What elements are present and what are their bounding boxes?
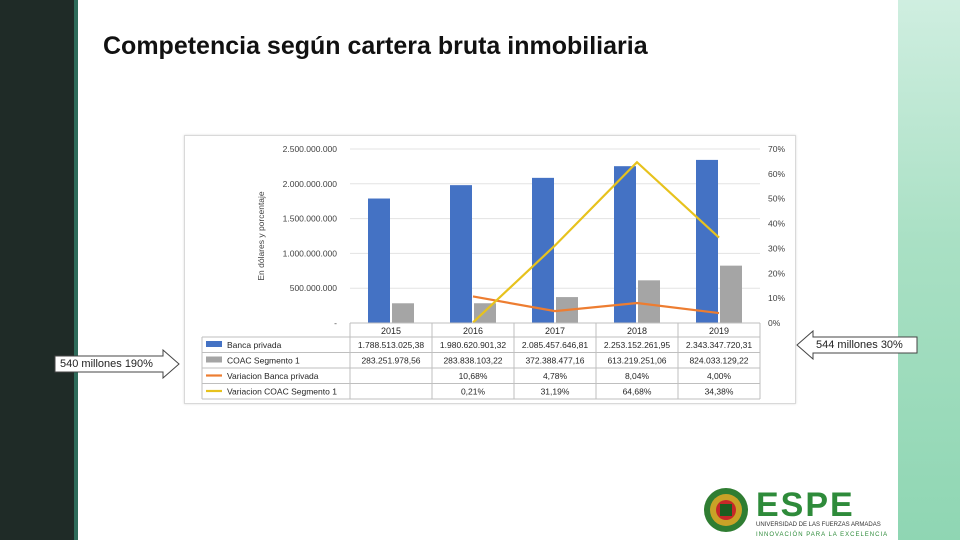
svg-text:ESPE: ESPE — [756, 486, 855, 524]
y2-tick-label: 0% — [768, 318, 781, 328]
left-decorative-bar — [0, 0, 74, 540]
legend-label: Variacion COAC Segmento 1 — [227, 387, 337, 397]
data-label: 10,68% — [459, 371, 488, 381]
legend-label: Banca privada — [227, 340, 282, 350]
x-tick-label: 2018 — [627, 326, 647, 336]
data-label: 31,19% — [541, 387, 570, 397]
data-label: 824.033.129,22 — [689, 356, 748, 366]
svg-text:UNIVERSIDAD DE LAS FUERZAS ARM: UNIVERSIDAD DE LAS FUERZAS ARMADAS — [756, 522, 881, 528]
bar — [720, 265, 742, 323]
right-callout: 544 millones 30% — [796, 329, 918, 361]
bar — [614, 166, 636, 323]
y2-tick-label: 60% — [768, 169, 785, 179]
series-line — [472, 295, 720, 315]
left-callout-text: 540 millones 190% — [60, 358, 153, 370]
y2-tick-label: 70% — [768, 144, 785, 154]
y-tick-label: 1.500.000.000 — [283, 214, 338, 224]
y-tick-label: 2.000.000.000 — [283, 179, 338, 189]
y2-tick-label: 30% — [768, 243, 785, 253]
bar — [474, 303, 496, 323]
x-tick-label: 2019 — [709, 326, 729, 336]
left-callout: 540 millones 190% — [54, 348, 180, 380]
data-label: 372.388.477,16 — [525, 356, 584, 366]
data-label: 2.253.152.261,95 — [604, 340, 670, 350]
combo-chart: - 500.000.000 1.000.000.000 1.500.000.000 2.… — [201, 144, 785, 400]
data-label: 64,68% — [623, 387, 652, 397]
bar — [368, 198, 390, 323]
legend-key — [206, 356, 222, 363]
espe-logo: ESPE UNIVERSIDAD DE LAS FUERZAS ARMADAS … — [700, 482, 900, 540]
legend-label: COAC Segmento 1 — [227, 356, 300, 366]
data-label: 613.219.251,06 — [607, 356, 666, 366]
x-tick-label: 2015 — [381, 326, 401, 336]
data-label: 283.838.103,22 — [443, 356, 502, 366]
bar — [392, 303, 414, 323]
data-label: 2.085.457.646,81 — [522, 340, 588, 350]
chart-frame: - 500.000.000 1.000.000.000 1.500.000.000 2.… — [184, 135, 796, 404]
svg-text:INNOVACIÓN PARA LA EXCELENCIA: INNOVACIÓN PARA LA EXCELENCIA — [756, 531, 888, 538]
y2-tick-label: 40% — [768, 219, 785, 229]
data-label: 1.788.513.025,38 — [358, 340, 424, 350]
y-axis-label: En dólares y porcentaje — [256, 191, 266, 281]
left-accent-line — [74, 0, 78, 540]
data-label: 4,00% — [707, 371, 732, 381]
legend-label: Variacion Banca privada — [227, 371, 319, 381]
right-callout-shape — [796, 329, 918, 361]
y-tick-label: 500.000.000 — [290, 283, 338, 293]
y2-tick-label: 20% — [768, 268, 785, 278]
y-tick-label: 1.000.000.000 — [283, 248, 338, 258]
series-line — [472, 160, 720, 324]
data-label: 1.980.620.901,32 — [440, 340, 506, 350]
right-callout-text: 544 millones 30% — [816, 339, 903, 351]
slide-title: Competencia según cartera bruta inmobili… — [103, 32, 648, 60]
y2-tick-label: 10% — [768, 293, 785, 303]
bar — [450, 185, 472, 323]
data-label: 34,38% — [705, 387, 734, 397]
right-decorative-panel — [898, 0, 960, 540]
bar — [532, 177, 554, 323]
espe-crest-icon: ESPE UNIVERSIDAD DE LAS FUERZAS ARMADAS … — [704, 486, 888, 538]
bar — [696, 159, 718, 323]
y-tick-label: 2.500.000.000 — [283, 144, 338, 154]
data-label: 0,21% — [461, 387, 486, 397]
data-label: 8,04% — [625, 371, 650, 381]
left-callout-shape — [54, 348, 180, 380]
bar — [638, 280, 660, 323]
x-tick-label: 2016 — [463, 326, 483, 336]
legend-key — [206, 341, 222, 347]
data-label: 283.251.978,56 — [361, 356, 420, 366]
y2-tick-label: 50% — [768, 194, 785, 204]
data-label: 2.343.347.720,31 — [686, 340, 752, 350]
x-tick-label: 2017 — [545, 326, 565, 336]
y-tick-label: - — [334, 318, 337, 328]
data-label: 4,78% — [543, 371, 568, 381]
